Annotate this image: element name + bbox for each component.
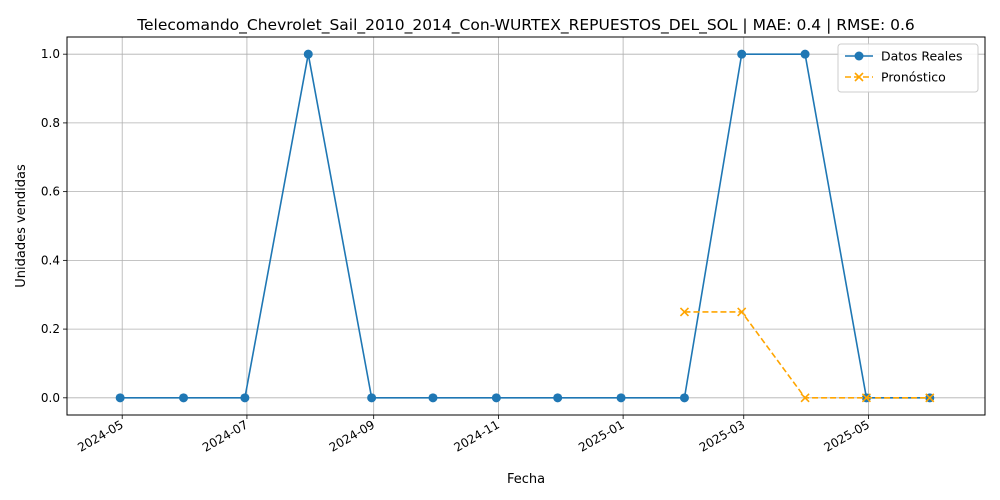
- data-point-forecast: [861, 393, 871, 403]
- data-point-forecast: [925, 393, 935, 403]
- data-point-actual: [367, 393, 377, 403]
- legend-label-forecast: Pronóstico: [881, 70, 946, 85]
- data-point-actual: [115, 393, 125, 403]
- data-point-actual: [616, 393, 626, 403]
- data-point-actual: [737, 49, 747, 59]
- x-axis-label: Fecha: [507, 472, 545, 487]
- y-tick-label: 0.4: [41, 253, 60, 267]
- data-point-forecast: [800, 393, 810, 403]
- data-point-actual: [240, 393, 250, 403]
- data-point-forecast: [737, 307, 747, 317]
- data-point-forecast: [679, 307, 690, 317]
- data-point-actual: [553, 393, 563, 403]
- data-point-actual: [303, 49, 313, 59]
- y-tick-label: 1.0: [41, 47, 60, 61]
- series-forecast: [679, 307, 935, 403]
- series-layer: [115, 49, 935, 403]
- chart-title: Telecomando_Chevrolet_Sail_2010_2014_Con…: [136, 16, 915, 35]
- plot-frame: [66, 36, 986, 416]
- series-line-actual: [120, 53, 930, 399]
- data-point-actual: [679, 393, 689, 403]
- legend-marker-forecast: [854, 72, 864, 82]
- y-tick-label: 0.6: [41, 185, 60, 199]
- legend: Datos Reales Pronóstico: [837, 43, 979, 93]
- data-point-actual: [491, 393, 501, 403]
- y-tick-label: 0.0: [41, 391, 60, 405]
- y-tick-label: 0.8: [41, 116, 60, 130]
- y-tick-label: 0.2: [41, 322, 60, 336]
- data-point-actual: [179, 393, 189, 403]
- legend-marker-actual: [854, 51, 864, 61]
- y-axis-label: Unidades vendidas: [14, 164, 29, 288]
- data-point-actual: [428, 393, 438, 403]
- legend-label-actual: Datos Reales: [881, 49, 962, 64]
- data-point-actual: [800, 49, 810, 59]
